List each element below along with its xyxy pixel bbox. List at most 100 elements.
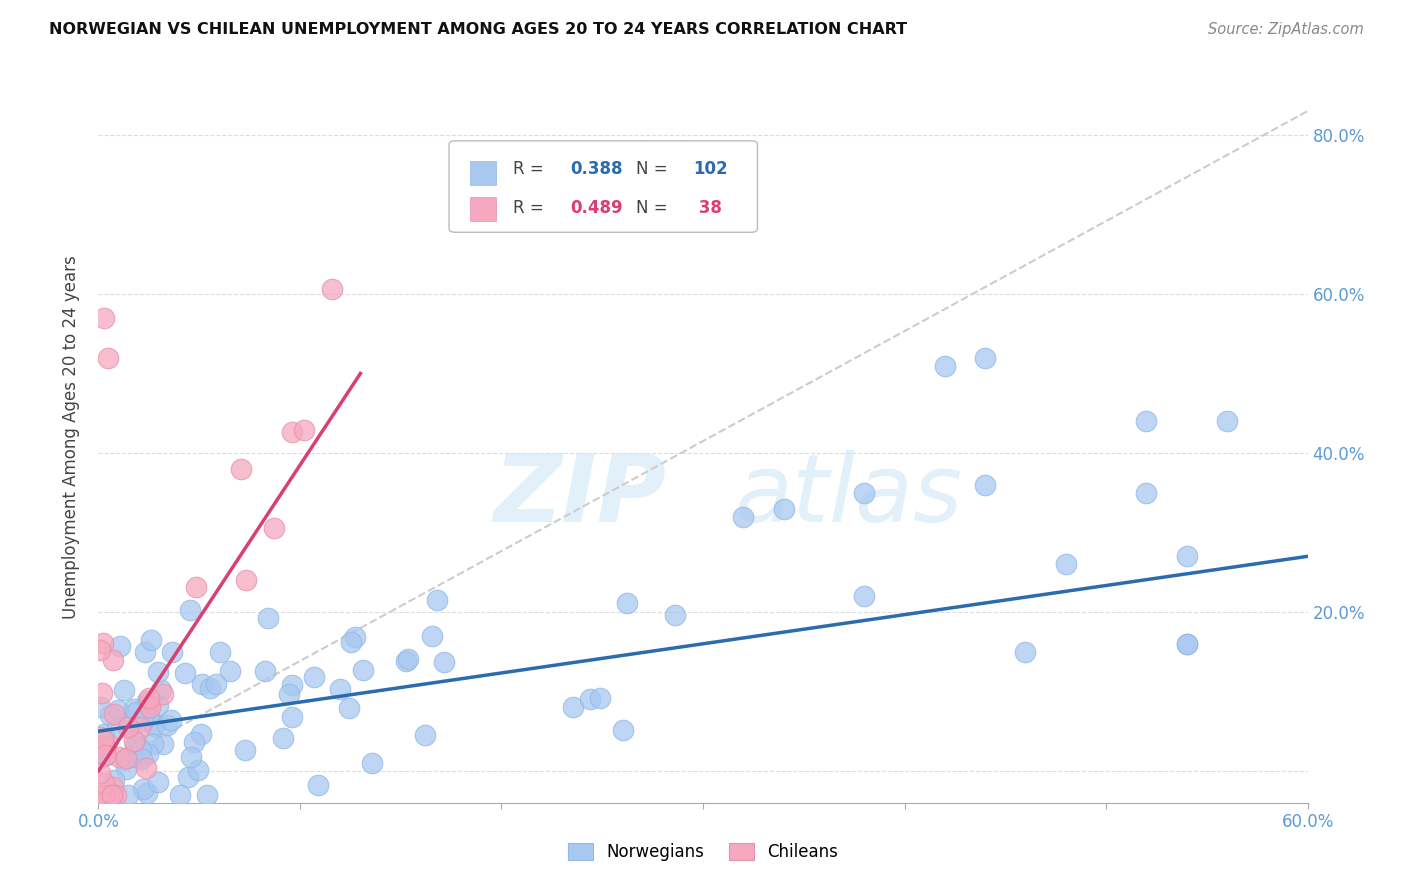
Point xyxy=(143,719,166,733)
Text: Source: ZipAtlas.com: Source: ZipAtlas.com xyxy=(1208,22,1364,37)
Point xyxy=(100,788,122,802)
Point xyxy=(233,743,256,757)
FancyBboxPatch shape xyxy=(449,141,758,232)
Point xyxy=(114,762,136,776)
Point xyxy=(352,663,374,677)
Point xyxy=(131,714,153,728)
Point xyxy=(302,670,325,684)
Point xyxy=(152,737,174,751)
Point xyxy=(235,574,257,588)
Point xyxy=(179,603,201,617)
Point xyxy=(138,708,160,723)
Point xyxy=(200,681,222,695)
Point xyxy=(853,485,876,500)
Text: atlas: atlas xyxy=(734,450,962,541)
Point xyxy=(263,521,285,535)
Point xyxy=(631,144,654,158)
Point xyxy=(101,788,124,802)
Point xyxy=(281,678,304,692)
Point xyxy=(93,636,115,650)
Point xyxy=(187,764,209,778)
Point xyxy=(149,682,172,697)
Point xyxy=(135,786,157,800)
Point xyxy=(1135,414,1157,428)
Point xyxy=(257,611,280,625)
Point xyxy=(138,691,160,706)
Point xyxy=(433,655,456,669)
Point xyxy=(1175,637,1198,651)
Point xyxy=(89,730,111,744)
Text: R =: R = xyxy=(513,161,550,178)
Point xyxy=(105,788,128,802)
Point xyxy=(101,653,124,667)
Point xyxy=(281,710,304,724)
Point xyxy=(97,351,120,365)
Point xyxy=(307,778,329,792)
Point xyxy=(209,645,232,659)
Point xyxy=(278,687,301,701)
Point xyxy=(733,509,755,524)
Text: 102: 102 xyxy=(693,161,728,178)
Point xyxy=(89,700,111,714)
Point xyxy=(105,721,128,735)
Point xyxy=(93,310,115,325)
Point xyxy=(146,698,169,712)
Legend: Norwegians, Chileans: Norwegians, Chileans xyxy=(561,836,845,868)
Point xyxy=(103,706,125,721)
Point xyxy=(176,770,198,784)
Point xyxy=(98,708,121,723)
Point xyxy=(612,723,634,737)
Point xyxy=(91,732,114,747)
Text: 0.489: 0.489 xyxy=(569,199,623,217)
Point xyxy=(974,351,997,365)
Point xyxy=(422,629,444,643)
Text: N =: N = xyxy=(637,199,673,217)
Point xyxy=(1135,485,1157,500)
Point xyxy=(561,700,583,714)
Point xyxy=(396,651,419,665)
Point xyxy=(108,749,131,764)
Point xyxy=(131,752,153,766)
Point xyxy=(131,743,153,757)
Point xyxy=(94,740,117,755)
Text: 0.388: 0.388 xyxy=(569,161,623,178)
Point xyxy=(229,462,252,476)
Text: 38: 38 xyxy=(693,199,723,217)
Point xyxy=(218,664,240,678)
Point xyxy=(156,718,179,732)
Point xyxy=(395,654,418,668)
Point xyxy=(112,753,135,767)
Point xyxy=(413,728,436,742)
Point xyxy=(616,596,638,610)
Point xyxy=(329,681,352,696)
Point xyxy=(114,683,136,698)
Point xyxy=(132,781,155,796)
Point xyxy=(117,788,139,802)
Point xyxy=(107,703,129,717)
Text: NORWEGIAN VS CHILEAN UNEMPLOYMENT AMONG AGES 20 TO 24 YEARS CORRELATION CHART: NORWEGIAN VS CHILEAN UNEMPLOYMENT AMONG … xyxy=(49,22,907,37)
Point xyxy=(93,747,115,762)
Point xyxy=(142,737,165,751)
Point xyxy=(361,756,384,770)
Point xyxy=(294,423,316,437)
Point xyxy=(136,747,159,761)
FancyBboxPatch shape xyxy=(470,161,496,185)
Point xyxy=(146,665,169,680)
Point xyxy=(191,677,214,691)
Point xyxy=(108,639,131,653)
FancyBboxPatch shape xyxy=(470,197,496,221)
Point xyxy=(271,731,294,745)
Point xyxy=(426,593,449,607)
Point xyxy=(118,714,141,728)
Point xyxy=(125,706,148,720)
Point xyxy=(89,788,111,802)
Point xyxy=(1054,558,1077,572)
Point xyxy=(152,687,174,701)
Point xyxy=(1014,645,1036,659)
Point xyxy=(184,580,207,594)
Point xyxy=(139,633,162,648)
Point xyxy=(125,749,148,764)
Point xyxy=(159,713,181,727)
Point xyxy=(93,746,115,760)
Y-axis label: Unemployment Among Ages 20 to 24 years: Unemployment Among Ages 20 to 24 years xyxy=(62,255,80,619)
